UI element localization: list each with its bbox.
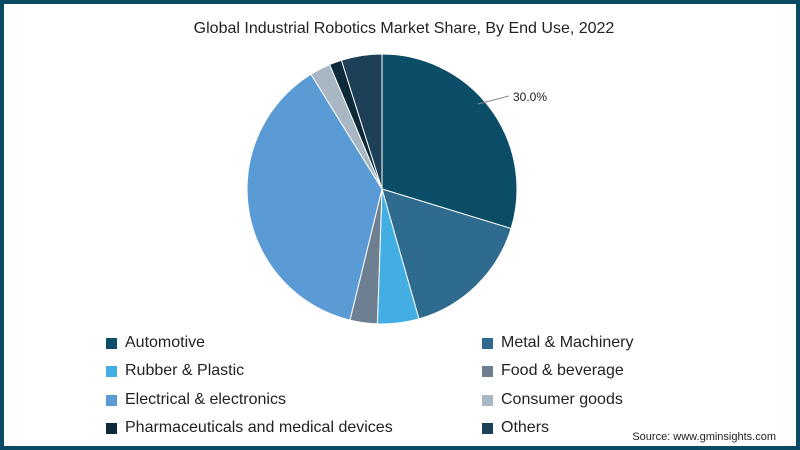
- pie-slice-electrical-and-electronics: [246, 73, 383, 321]
- pie-slice-automotive: [381, 53, 518, 230]
- legend-swatch: [482, 422, 493, 434]
- legend-label: Food & beverage: [501, 362, 624, 379]
- legend-label: Electrical & electronics: [125, 391, 286, 408]
- legend-swatch: [106, 422, 117, 434]
- data-label-leader-line: [477, 95, 510, 105]
- legend-label: Automotive: [125, 334, 206, 351]
- chart-title: Global Industrial Robotics Market Share,…: [193, 20, 615, 37]
- legend-label: Pharmaceuticals and medical devices: [125, 419, 393, 436]
- legend-swatch: [482, 337, 493, 349]
- legend-item-consumer-goods: Consumer goods: [482, 391, 623, 409]
- legend-item-others: Others: [482, 419, 549, 437]
- legend-swatch: [106, 394, 117, 406]
- legend-item-metal-and-machinery: Metal & Machinery: [482, 334, 634, 352]
- data-label-automotive: 30.0%: [513, 90, 547, 104]
- legend-label: Metal & Machinery: [501, 334, 634, 351]
- legend-label: Consumer goods: [501, 391, 623, 408]
- pie-chart: 30.0%: [246, 53, 547, 325]
- legend-label: Others: [501, 419, 550, 436]
- source-note: Source: www.gminsights.com: [632, 431, 776, 443]
- legend-item-rubber-and-plastic: Rubber & Plastic: [106, 362, 244, 380]
- legend-item-food-and-beverage: Food & beverage: [482, 362, 624, 380]
- legend-swatch: [106, 365, 117, 377]
- pie-slice-metal-and-machinery: [381, 188, 512, 320]
- legend-swatch: [482, 365, 493, 377]
- legend-item-pharmaceuticals-and-medical-devices: Pharmaceuticals and medical devices: [106, 419, 393, 437]
- pie-slice-others: [340, 53, 383, 190]
- legend-label: Rubber & Plastic: [125, 362, 245, 379]
- legend-item-electrical-and-electronics: Electrical & electronics: [106, 391, 286, 409]
- legend-item-automotive: Automotive: [106, 334, 205, 352]
- legend-swatch: [482, 394, 493, 406]
- legend-swatch: [106, 337, 117, 349]
